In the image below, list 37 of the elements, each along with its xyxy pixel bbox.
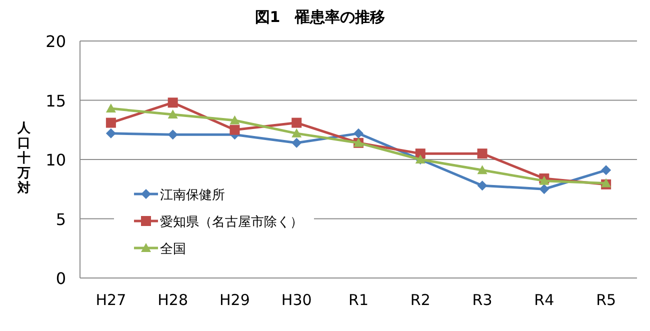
legend-label: 全国 xyxy=(160,242,186,257)
point xyxy=(230,115,240,124)
y-tick-label: 10 xyxy=(46,150,66,170)
x-tick-label: R5 xyxy=(596,291,616,309)
point xyxy=(539,176,550,185)
point xyxy=(168,109,178,118)
point xyxy=(168,130,178,140)
point xyxy=(106,104,116,113)
point xyxy=(477,165,488,174)
point xyxy=(601,165,612,176)
y-axis-title: 人口十万対 xyxy=(16,121,32,196)
point xyxy=(354,128,364,138)
x-tick-label: R3 xyxy=(472,291,492,309)
x-tick-label: H29 xyxy=(220,291,250,309)
y-tick-label: 20 xyxy=(46,32,66,51)
y-tick-label: 0 xyxy=(56,269,66,288)
point xyxy=(477,180,488,191)
y-tick-label: 15 xyxy=(46,91,66,110)
x-tick-label: R4 xyxy=(534,291,554,309)
point xyxy=(106,118,116,128)
x-tick-label: R2 xyxy=(410,291,430,309)
point xyxy=(292,118,302,128)
point xyxy=(106,128,116,138)
y-tick-label: 5 xyxy=(56,210,66,229)
point xyxy=(539,184,550,194)
chart-title: 図1 罹患率の推移 xyxy=(254,8,386,26)
legend-label: 江南保健所 xyxy=(160,188,225,203)
x-tick-label: H30 xyxy=(281,291,312,309)
x-tick-label: R1 xyxy=(348,291,368,309)
point xyxy=(292,128,302,138)
point xyxy=(477,148,488,159)
point xyxy=(168,98,178,108)
point xyxy=(230,124,240,135)
legend-label: 愛知県（名古屋市除く） xyxy=(160,215,303,230)
x-tick-label: H27 xyxy=(96,291,126,309)
x-tick-label: H28 xyxy=(158,291,188,309)
point xyxy=(292,138,302,148)
